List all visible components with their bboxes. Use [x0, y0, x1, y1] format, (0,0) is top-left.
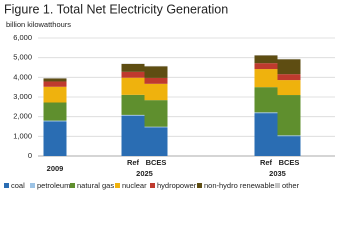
legend-swatch	[150, 183, 155, 188]
bar-segment	[144, 83, 168, 101]
legend-label: other	[282, 181, 300, 190]
bar-segment	[277, 59, 301, 75]
legend-swatch	[30, 183, 35, 188]
group-label: 2009	[47, 164, 64, 173]
y-tick-label: 4,000	[13, 72, 32, 81]
bar-segment	[43, 86, 67, 103]
bar-segment	[277, 74, 301, 81]
bar-segment	[121, 71, 145, 78]
bar-segment	[277, 95, 301, 136]
y-tick-label: 6,000	[13, 33, 32, 42]
bar-segment	[121, 94, 145, 115]
x-tick-label: Ref	[260, 158, 273, 167]
legend-swatch	[70, 183, 75, 188]
x-tick-label: Ref	[127, 158, 140, 167]
legend-label: nuclear	[122, 181, 147, 190]
y-tick-label: 1,000	[13, 131, 32, 140]
bar-segment	[254, 55, 278, 64]
bar-segment	[144, 77, 168, 84]
group-label: 2025	[136, 169, 153, 178]
y-tick-label: 3,000	[13, 92, 32, 101]
legend-swatch	[4, 183, 9, 188]
bar-segment	[254, 87, 278, 113]
bar-segment	[254, 63, 278, 70]
x-tick-label: BCES	[279, 158, 300, 167]
bar-segment	[121, 114, 145, 116]
y-tick-label: 5,000	[13, 53, 32, 62]
bar-segment	[144, 100, 168, 127]
legend-label: non-hydro renewables	[204, 181, 278, 190]
bar-segment	[43, 78, 67, 82]
legend-swatch	[275, 183, 280, 188]
bar-segment	[254, 69, 278, 88]
bar-segment	[43, 120, 67, 122]
chart-title: Figure 1. Total Net Electricity Generati…	[4, 2, 228, 16]
bar-segment	[43, 102, 67, 121]
bar-segment	[121, 77, 145, 95]
bar-segment	[254, 113, 278, 156]
bar-segment	[121, 115, 145, 156]
y-tick-label: 0	[28, 151, 32, 160]
x-tick-label: BCES	[146, 158, 167, 167]
bar-segment	[254, 112, 278, 114]
bar-segment	[121, 63, 145, 72]
bar-segment	[144, 127, 168, 156]
group-label: 2035	[269, 169, 286, 178]
chart: Figure 1. Total Net Electricity Generati…	[4, 2, 335, 190]
legend-label: petroleum	[37, 181, 70, 190]
legend-swatch	[115, 183, 120, 188]
bar-segment	[277, 135, 301, 137]
legend-label: hydropower	[157, 181, 197, 190]
bar-segment	[43, 81, 67, 87]
bar-segment	[277, 136, 301, 156]
bar-segment	[144, 66, 168, 78]
legend-label: coal	[11, 181, 25, 190]
bar-segment	[43, 121, 67, 156]
legend-label: natural gas	[77, 181, 114, 190]
bar-segment	[277, 80, 301, 96]
y-tick-label: 2,000	[13, 112, 32, 121]
bar-segment	[144, 126, 168, 128]
chart-subtitle: billion kilowatthours	[6, 20, 71, 29]
legend-swatch	[197, 183, 202, 188]
